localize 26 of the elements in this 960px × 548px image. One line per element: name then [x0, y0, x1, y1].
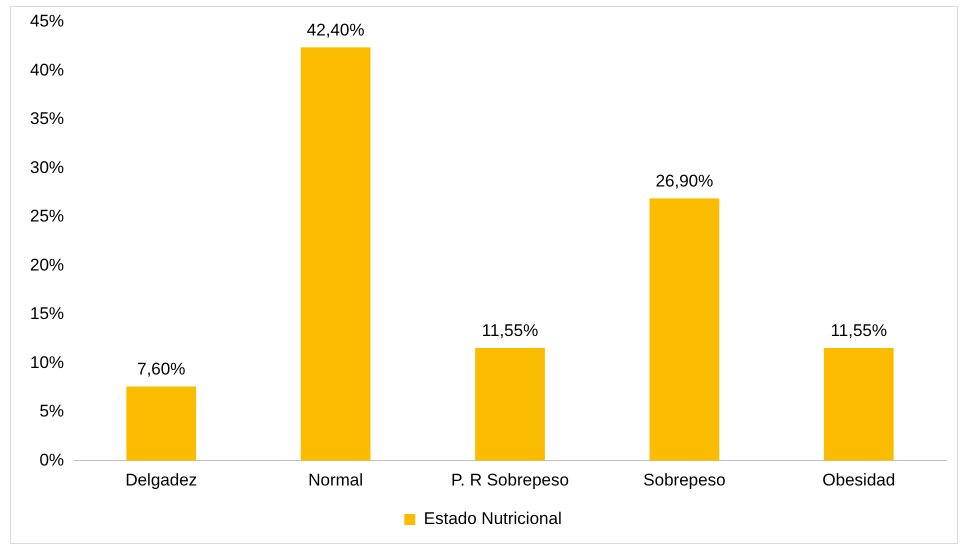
data-label: 11,55%	[482, 321, 538, 340]
bar	[824, 348, 894, 461]
bar	[126, 386, 196, 461]
y-tick-label: 0%	[39, 450, 64, 470]
bar	[650, 198, 720, 461]
y-tick-label: 45%	[30, 12, 64, 31]
y-tick-label: 15%	[30, 304, 64, 324]
bar	[475, 348, 545, 461]
x-tick-label: Delgadez	[125, 470, 198, 490]
data-label: 42,40%	[306, 20, 364, 40]
y-tick-label: 40%	[30, 60, 64, 80]
x-tick-label: Sobrepeso	[643, 470, 726, 490]
data-label: 26,90%	[656, 172, 714, 191]
x-tick-label: P. R Sobrepeso	[451, 470, 569, 490]
legend-label: Estado Nutricional	[424, 509, 562, 528]
y-tick-label: 30%	[30, 158, 64, 177]
data-label: 11,55%	[830, 321, 888, 340]
bar	[300, 47, 370, 461]
y-tick-label: 35%	[30, 109, 64, 128]
y-tick-label: 25%	[30, 206, 64, 226]
data-label: 7,60%	[137, 360, 186, 379]
x-tick-label: Normal	[308, 470, 364, 490]
y-tick-label: 20%	[30, 255, 64, 274]
y-tick-label: 10%	[30, 352, 64, 372]
x-tick-label: Obesidad	[822, 470, 896, 490]
y-tick-label: 5%	[39, 402, 64, 421]
